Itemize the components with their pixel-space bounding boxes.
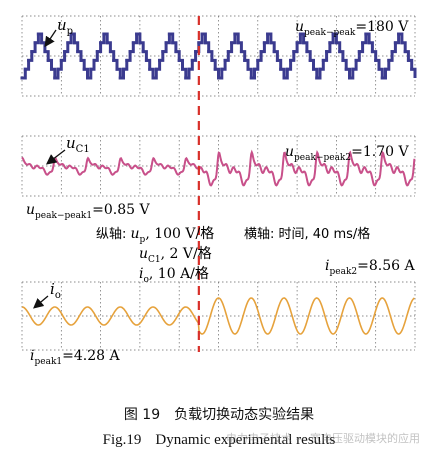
caption-cn-text: 负载切换动态实验结果 [174,407,315,423]
uc1-label: uC1 [66,134,90,155]
figure-caption-en: Fig.19 Dynamic experimental results [0,432,438,449]
watermark: 电力电子技术 — 宽电压驱动模块的应用 [226,432,420,445]
scope-traces [20,32,417,335]
scale-vertical-up: 纵轴: up, 100 V/格 [96,226,214,245]
uc1-panel-grid [21,135,416,197]
uc1-peak1-annotation: upeak−peak1=0.85 V [26,202,150,221]
scale-vertical-uc1: uC1, 2 V/格 [139,246,212,265]
io-label: io [50,280,61,301]
figure-caption-cn: 图 19 负载切换动态实验结果 [0,404,438,424]
caption-en-number: Fig.19 [102,432,142,448]
io-peak1-annotation: ipeak1=4.28 A [30,348,120,367]
scale-vertical-io: io, 10 A/格 [139,266,209,285]
uc1-arrow [45,149,66,165]
caption-en-text: Dynamic experimental results [155,432,336,448]
trace-io [21,297,415,335]
scope-grids [21,15,416,351]
uc1-peak2-annotation: upeak−peak2=1.70 V [285,144,409,163]
up-label: up [57,16,73,37]
up-peak-annotation: upeak−peak=180 V [295,19,409,38]
up-panel-grid [21,15,416,97]
oscilloscope-figure: up upeak−peak=180 V uC1 upeak−peak2=1.70… [20,15,417,367]
up-arrow [44,29,57,48]
io-peak2-annotation: ipeak2=8.56 A [325,258,415,277]
io-arrow [33,295,49,309]
scale-horizontal: 横轴: 时间, 40 ms/格 [244,226,370,242]
io-panel-grid [21,281,416,351]
trace-up-markers [20,32,414,80]
trace-uc1 [21,149,416,187]
caption-cn-number: 图 19 [123,407,161,423]
